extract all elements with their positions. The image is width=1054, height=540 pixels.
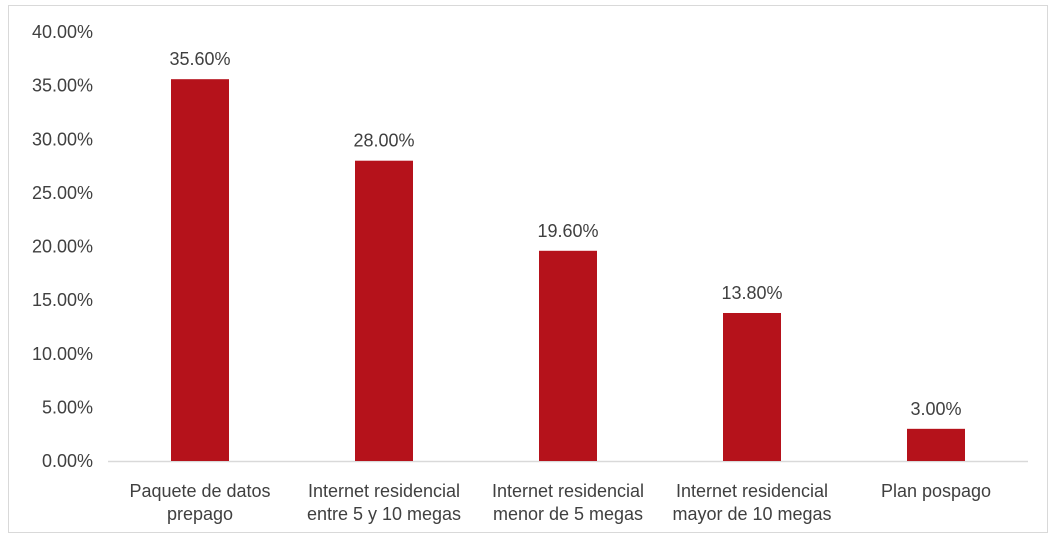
bar	[171, 79, 229, 461]
bar	[539, 250, 597, 461]
data-label: 19.60%	[537, 221, 598, 241]
bar	[355, 160, 413, 461]
bar	[723, 312, 781, 461]
bars	[171, 79, 965, 461]
category-label: Internet residencial	[676, 481, 828, 501]
data-label: 35.60%	[169, 49, 230, 69]
data-label: 3.00%	[910, 399, 961, 419]
y-tick-label: 25.00%	[32, 183, 93, 203]
y-tick-label: 10.00%	[32, 344, 93, 364]
bar	[907, 428, 965, 461]
data-label: 13.80%	[721, 283, 782, 303]
y-tick-label: 30.00%	[32, 129, 93, 149]
y-tick-label: 35.00%	[32, 76, 93, 96]
data-labels: 35.60% 28.00% 19.60% 13.80% 3.00%	[169, 49, 961, 419]
category-label: menor de 5 megas	[493, 504, 643, 524]
y-axis-ticks: 0.00% 5.00% 10.00% 15.00% 20.00% 25.00% 30.00%…	[32, 22, 93, 471]
y-tick-label: 5.00%	[42, 397, 93, 417]
category-label: mayor de 10 megas	[672, 504, 831, 524]
category-label: Plan pospago	[881, 481, 991, 501]
y-tick-label: 40.00%	[32, 22, 93, 42]
category-label: Internet residencial	[308, 481, 460, 501]
y-tick-label: 15.00%	[32, 290, 93, 310]
category-labels: Paquete de datos prepago Internet residenc…	[129, 481, 991, 524]
y-tick-label: 20.00%	[32, 237, 93, 257]
category-label: entre 5 y 10 megas	[307, 504, 461, 524]
y-tick-label: 0.00%	[42, 451, 93, 471]
category-label: Paquete de datos	[129, 481, 270, 501]
data-label: 28.00%	[353, 131, 414, 151]
category-label: prepago	[167, 504, 233, 524]
category-label: Internet residencial	[492, 481, 644, 501]
